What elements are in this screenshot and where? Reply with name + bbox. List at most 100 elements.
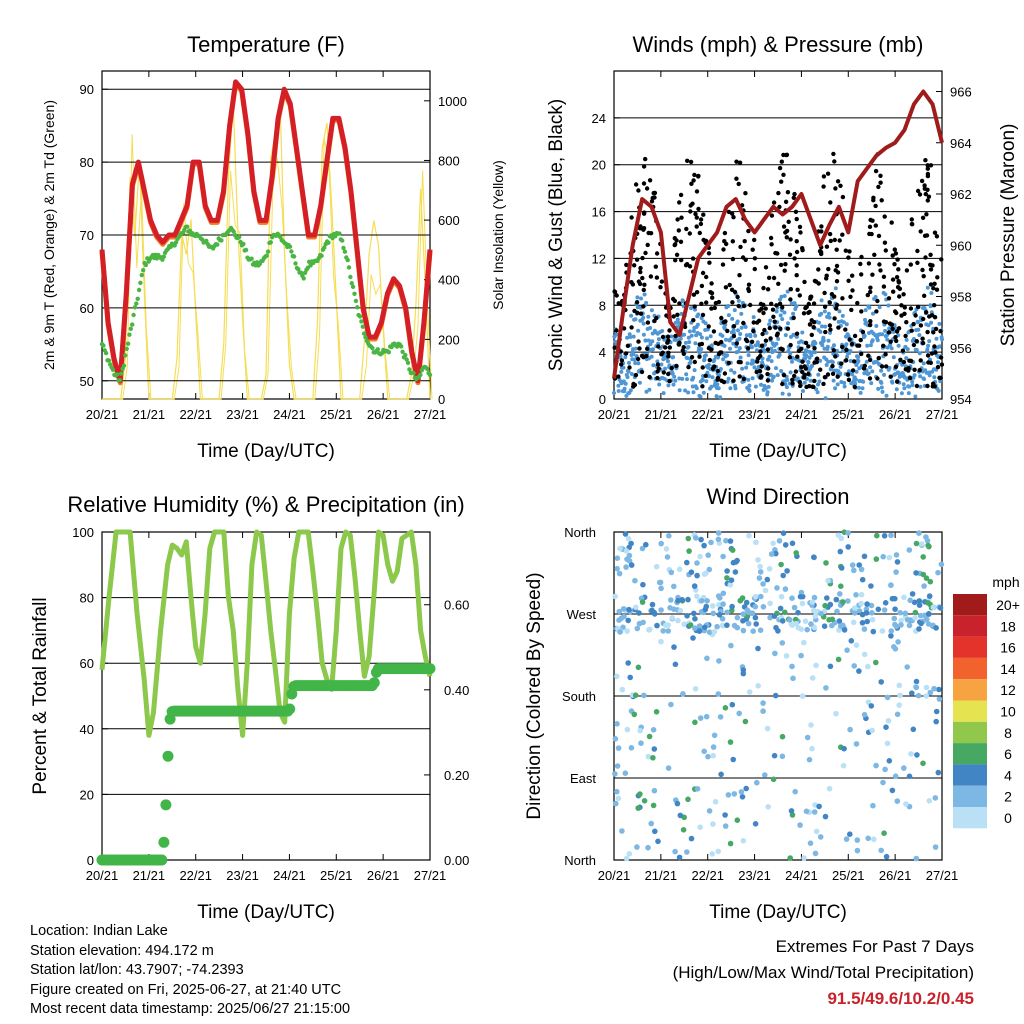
wind-point xyxy=(896,343,901,348)
gust-point xyxy=(859,254,864,260)
direction-point xyxy=(755,557,761,563)
direction-point xyxy=(904,664,910,670)
gust-point xyxy=(738,244,743,250)
gust-point xyxy=(791,195,796,200)
direction-point xyxy=(706,808,713,814)
gust-point xyxy=(868,217,873,223)
gust-point xyxy=(641,164,647,169)
direction-point xyxy=(696,628,703,634)
wind-point xyxy=(891,355,896,360)
wind-point xyxy=(917,333,922,338)
gust-point xyxy=(684,226,689,232)
direction-point xyxy=(938,561,945,568)
wind-point xyxy=(687,329,692,334)
legend-swatch xyxy=(953,636,987,658)
gust-point xyxy=(749,339,755,344)
direction-point xyxy=(909,591,916,597)
wind-point xyxy=(858,390,863,395)
gust-point xyxy=(794,273,799,278)
direction-point xyxy=(658,607,664,613)
gust-point xyxy=(706,324,711,329)
gust-point xyxy=(614,293,619,298)
x-tick-label: 20/21 xyxy=(598,407,631,422)
gust-point xyxy=(910,222,915,227)
gust-point xyxy=(821,174,827,179)
gust-point xyxy=(807,384,812,389)
direction-point xyxy=(727,739,734,745)
gust-point xyxy=(763,306,768,311)
gust-point xyxy=(834,263,840,269)
wind-point xyxy=(875,338,880,343)
gust-point xyxy=(896,280,902,285)
gust-point xyxy=(781,373,787,378)
direction-point xyxy=(854,847,861,854)
wind-point xyxy=(801,389,805,393)
gust-point xyxy=(834,247,839,252)
wind-point xyxy=(648,326,653,330)
legend-label: 12 xyxy=(1000,682,1016,698)
gust-point xyxy=(649,199,655,204)
wind-point xyxy=(818,358,823,363)
direction-point xyxy=(908,751,914,757)
direction-point xyxy=(715,848,721,855)
wind-point xyxy=(626,369,631,374)
wind-point xyxy=(826,338,831,343)
wind-point xyxy=(703,321,708,326)
gust-point xyxy=(720,262,726,267)
wind-point xyxy=(780,391,785,396)
direction-point xyxy=(640,619,646,626)
wind-point xyxy=(657,382,662,387)
wind-point xyxy=(940,337,944,342)
wind-point xyxy=(926,323,931,328)
gust-point xyxy=(638,265,643,271)
direction-point xyxy=(847,831,853,837)
gust-point xyxy=(822,375,828,380)
direction-point xyxy=(835,532,842,538)
direction-point xyxy=(889,595,896,602)
rh-line xyxy=(99,529,433,738)
direction-point xyxy=(639,599,646,605)
gust-point xyxy=(759,343,765,348)
gust-point xyxy=(889,220,894,225)
direction-point xyxy=(615,745,622,751)
direction-point xyxy=(779,733,786,740)
legend-label: 16 xyxy=(1000,640,1016,656)
wind-point xyxy=(612,391,616,395)
wind-point xyxy=(817,379,822,384)
gust-point xyxy=(682,324,688,330)
direction-point xyxy=(749,610,756,616)
y-tick-label: 80 xyxy=(80,155,94,170)
direction-point xyxy=(675,597,681,604)
gust-point xyxy=(821,381,826,387)
direction-point xyxy=(902,610,909,617)
gust-point xyxy=(731,333,737,339)
direction-point xyxy=(663,546,670,552)
gust-point xyxy=(632,263,637,268)
direction-point xyxy=(672,848,678,855)
direction-point xyxy=(892,646,899,652)
gust-point xyxy=(892,262,897,267)
y2-tick-label: 954 xyxy=(950,392,972,407)
gust-point xyxy=(878,180,883,185)
gust-point xyxy=(834,279,840,284)
dewpoint-point xyxy=(119,371,124,376)
gust-point xyxy=(866,353,871,358)
gust-point xyxy=(787,252,793,257)
wind-point xyxy=(629,372,634,376)
gust-point xyxy=(771,200,777,205)
gust-point xyxy=(678,192,684,198)
gust-point xyxy=(849,307,854,313)
direction-point xyxy=(897,692,903,699)
direction-point xyxy=(619,828,625,834)
direction-point xyxy=(923,684,930,691)
gust-point xyxy=(870,272,875,277)
direction-point xyxy=(729,547,736,553)
dewpoint-point xyxy=(359,319,364,324)
wind-point xyxy=(666,383,671,388)
wind-point xyxy=(788,370,793,375)
gust-point xyxy=(792,191,797,197)
direction-point xyxy=(841,745,847,752)
gust-point xyxy=(859,351,864,357)
gust-point xyxy=(801,311,807,316)
dewpoint-point xyxy=(141,268,146,273)
